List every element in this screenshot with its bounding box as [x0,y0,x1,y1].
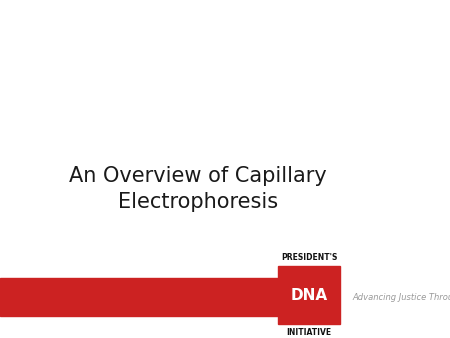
Text: DNA: DNA [290,288,328,303]
Text: PRESIDENT'S: PRESIDENT'S [281,253,337,262]
Text: INITIATIVE: INITIATIVE [287,328,332,337]
Text: Advancing Justice Through DNA Technology: Advancing Justice Through DNA Technology [352,292,450,301]
Text: An Overview of Capillary
Electrophoresis: An Overview of Capillary Electrophoresis [69,166,327,213]
Bar [278,266,340,324]
Bar [0,278,310,316]
